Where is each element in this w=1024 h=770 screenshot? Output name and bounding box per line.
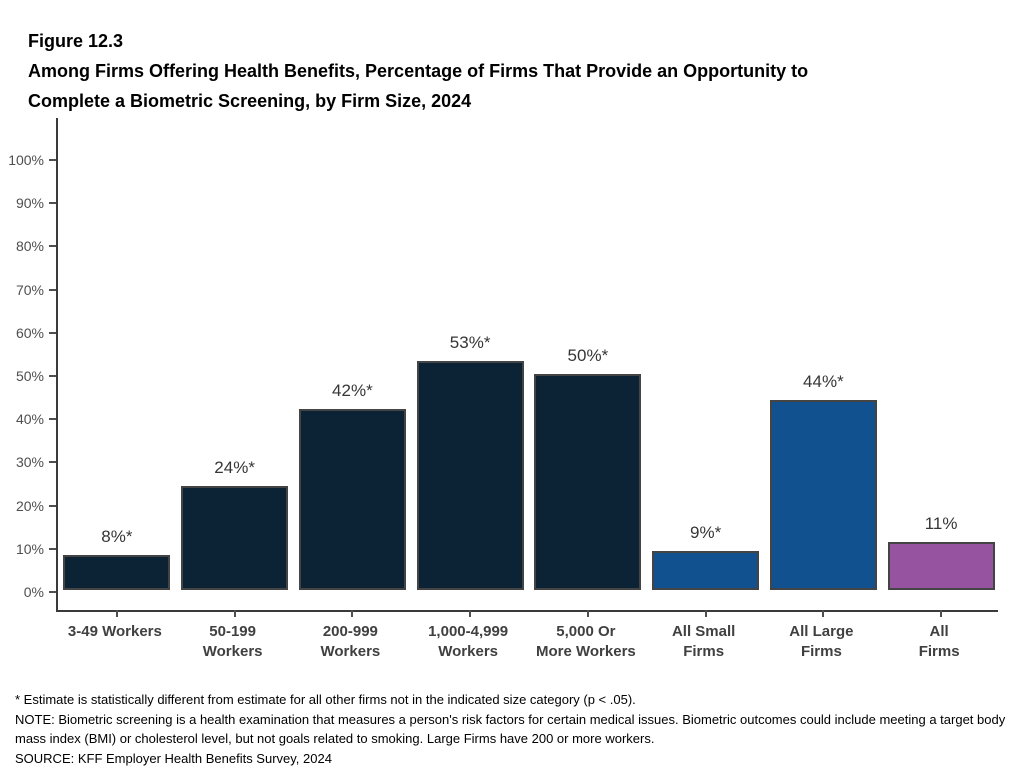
bar-value-label: 9%* [690,523,722,543]
y-tick [49,331,56,334]
y-tick-label: 40% [15,411,44,428]
x-tick [940,610,943,617]
y-tick [49,288,56,291]
bar-value-label: 24%* [214,458,255,478]
footnote-source: SOURCE: KFF Employer Health Benefits Sur… [15,750,332,766]
x-tick [822,610,825,617]
x-category-label: All Large Firms [789,623,854,660]
y-tick-label: 0% [23,584,44,600]
plot-area: 0% 10% 20% 30% 40% 50% 60% 70% 80% 90% 100% 8%* 24%*… [8,118,998,617]
y-tick-label: 80% [15,238,44,255]
bar [769,399,877,590]
x-tick [586,610,589,617]
x-category-label: 50-199 Workers [202,623,263,660]
bar-value-label: 50%* [567,346,609,365]
y-tick-label: 10% [15,540,44,557]
x-category-label: 3-49 Workers [67,623,162,640]
bar-value-label: 42%* [332,380,373,400]
x-category-label: 5,000 Or More Workers [535,623,636,660]
figure-number: Figure 12.3 [28,31,124,51]
bar [887,542,995,590]
y-tick [49,159,56,161]
y-tick-label: 90% [15,195,44,212]
y-tick-label: 60% [15,324,44,341]
x-category-label: All Small Firms [671,623,736,660]
footnotes: * Estimate is statistically different fr… [15,690,1017,768]
footnote-asterisk: * Estimate is statistically different fr… [15,692,636,707]
y-tick [49,375,56,377]
bar [416,361,524,590]
x-tick [115,610,118,617]
title-block: Figure 12.3 Among Firms Offering Health … [28,26,988,116]
y-tick-label: 50% [15,368,44,384]
y-tick [49,245,56,248]
bar-value-label: 53%* [449,333,491,353]
y-tick-label: 100% [8,152,44,168]
x-tick [704,610,707,617]
x-category-label: All Firms [918,623,960,660]
x-tick [351,610,354,617]
y-tick [49,591,56,593]
x-axis-labels: 3-49 Workers 50-199 Workers 200-999 Worker… [56,622,998,668]
x-category-label: 200-999 Workers [320,623,381,660]
x-tick [233,610,236,617]
y-tick [49,202,56,205]
x-tick [469,610,472,617]
bar [298,408,406,590]
y-tick [49,547,56,550]
x-category-label: 1,000-4,999 Workers [428,623,509,660]
y-tick [49,418,56,421]
bar-value-label: 8%* [101,527,133,547]
bar [652,551,760,590]
bar [63,555,171,590]
y-tick-label: 20% [15,497,44,514]
y-tick [49,461,56,464]
bar [534,374,642,590]
bar-value-label: 11% [924,514,958,534]
bar [181,486,289,590]
y-tick-label: 70% [15,281,44,298]
bar-value-label: 44%* [803,371,844,391]
y-tick-label: 30% [15,454,44,471]
footnote-note: NOTE: Biometric screening is a health ex… [15,711,1006,747]
y-tick [49,504,56,507]
figure-title: Among Firms Offering Health Benefits, Pe… [28,61,809,111]
